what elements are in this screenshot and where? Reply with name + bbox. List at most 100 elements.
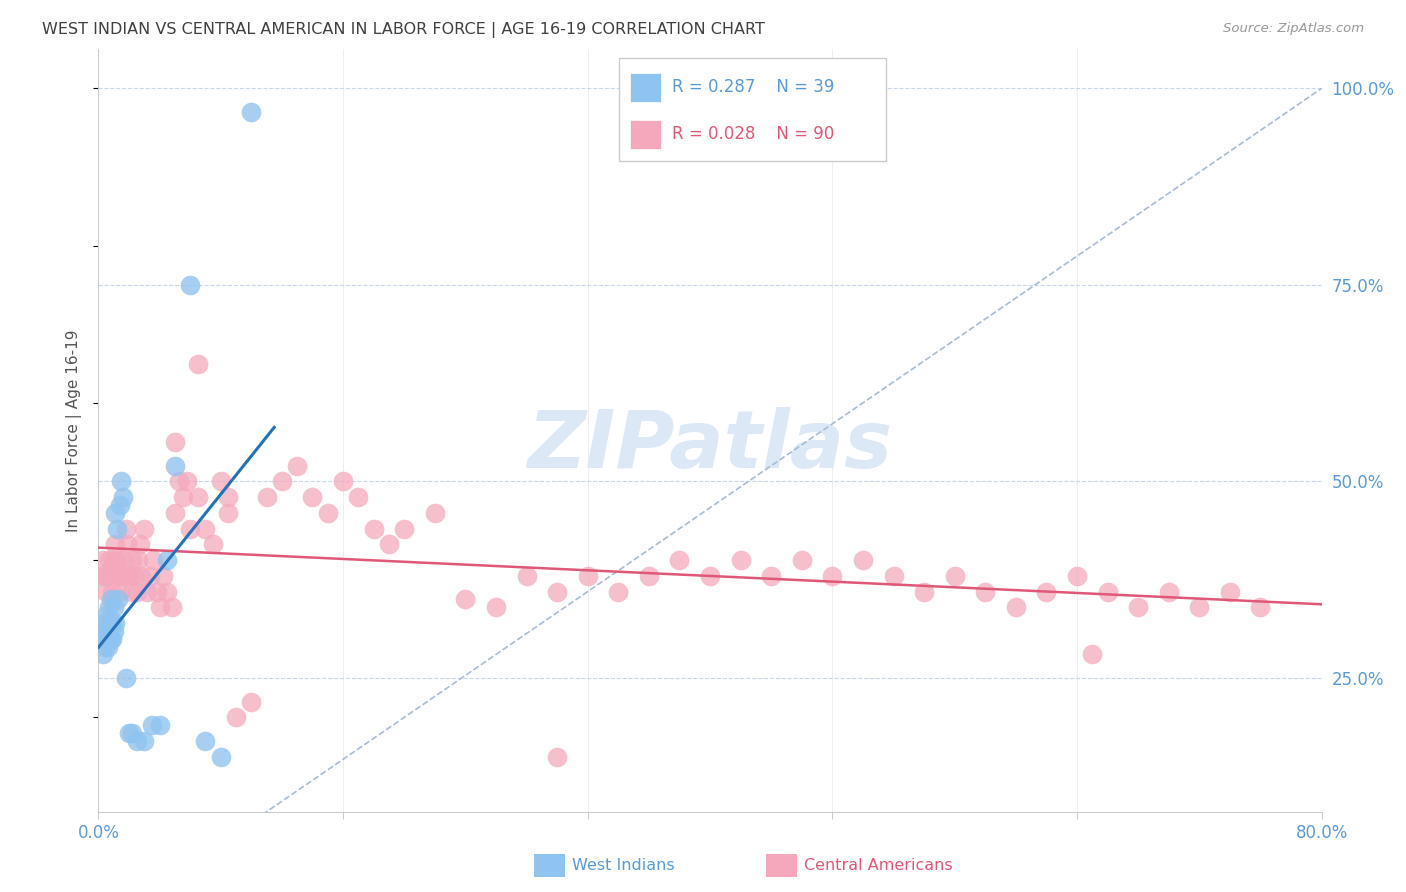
Point	[270, 475, 292, 489]
Point	[129, 569, 152, 583]
Point	[974, 584, 997, 599]
Point	[392, 522, 416, 536]
Point	[101, 584, 124, 599]
Point	[93, 569, 115, 583]
Point	[145, 584, 167, 599]
Point	[1188, 600, 1211, 615]
Point	[100, 615, 122, 630]
Point	[107, 592, 129, 607]
Point	[546, 584, 568, 599]
Point	[136, 584, 159, 599]
Point	[134, 734, 156, 748]
Point	[94, 608, 117, 623]
Point	[115, 671, 138, 685]
Point	[121, 553, 143, 567]
Point	[852, 553, 875, 567]
Point	[94, 632, 117, 646]
Point	[139, 569, 162, 583]
Point	[98, 553, 121, 567]
Point	[1249, 600, 1271, 615]
Point	[118, 726, 141, 740]
Point	[485, 600, 508, 615]
Point	[125, 584, 148, 599]
Point	[127, 553, 149, 567]
Point	[912, 584, 935, 599]
Point	[301, 490, 323, 504]
Point	[699, 569, 721, 583]
Point	[1219, 584, 1241, 599]
Point	[103, 624, 125, 638]
Point	[91, 648, 114, 662]
Point	[122, 569, 145, 583]
Point	[790, 553, 813, 567]
Point	[1081, 648, 1104, 662]
Point	[209, 475, 232, 489]
Point	[607, 584, 630, 599]
Point	[107, 569, 129, 583]
Point	[378, 537, 401, 551]
Point	[97, 624, 120, 638]
Point	[169, 475, 191, 489]
Point	[90, 569, 112, 583]
Text: ZIPatlas: ZIPatlas	[527, 407, 893, 484]
Point	[93, 624, 115, 638]
Point	[759, 569, 782, 583]
Point	[103, 600, 125, 615]
Point	[108, 584, 131, 599]
Point	[546, 749, 568, 764]
Point	[332, 475, 354, 489]
Point	[194, 734, 217, 748]
Text: Central Americans: Central Americans	[804, 858, 953, 872]
Point	[104, 615, 127, 630]
Point	[97, 569, 120, 583]
Point	[256, 490, 278, 504]
Point	[112, 569, 135, 583]
Point	[821, 569, 844, 583]
Point	[156, 553, 179, 567]
Text: R = 0.028    N = 90: R = 0.028 N = 90	[672, 126, 834, 144]
Point	[97, 640, 120, 654]
Point	[637, 569, 661, 583]
Y-axis label: In Labor Force | Age 16-19: In Labor Force | Age 16-19	[66, 329, 83, 532]
Point	[115, 522, 138, 536]
Point	[128, 537, 150, 551]
Point	[101, 632, 124, 646]
Point	[347, 490, 370, 504]
Point	[142, 553, 165, 567]
Point	[105, 553, 128, 567]
Point	[187, 357, 209, 371]
Point	[516, 569, 538, 583]
Point	[668, 553, 690, 567]
Point	[240, 105, 263, 120]
Point	[943, 569, 966, 583]
Point	[217, 490, 239, 504]
Point	[104, 506, 127, 520]
Point	[1004, 600, 1026, 615]
Point	[316, 506, 339, 520]
Point	[179, 277, 201, 292]
Point	[117, 537, 139, 551]
Point	[209, 749, 232, 764]
Point	[93, 640, 115, 654]
Point	[363, 522, 385, 536]
Point	[111, 490, 134, 504]
Point	[90, 632, 112, 646]
Text: Source: ZipAtlas.com: Source: ZipAtlas.com	[1223, 22, 1364, 36]
Point	[225, 710, 247, 724]
Point	[121, 726, 143, 740]
Point	[454, 592, 477, 607]
Point	[91, 553, 114, 567]
Point	[240, 695, 263, 709]
Point	[110, 475, 132, 489]
Point	[172, 490, 194, 504]
Text: WEST INDIAN VS CENTRAL AMERICAN IN LABOR FORCE | AGE 16-19 CORRELATION CHART: WEST INDIAN VS CENTRAL AMERICAN IN LABOR…	[42, 22, 765, 38]
Point	[141, 718, 163, 732]
Point	[423, 506, 446, 520]
Point	[194, 522, 217, 536]
Point	[730, 553, 752, 567]
Point	[103, 553, 125, 567]
Point	[149, 718, 172, 732]
Point	[110, 569, 132, 583]
Point	[98, 632, 121, 646]
Point	[163, 435, 186, 450]
